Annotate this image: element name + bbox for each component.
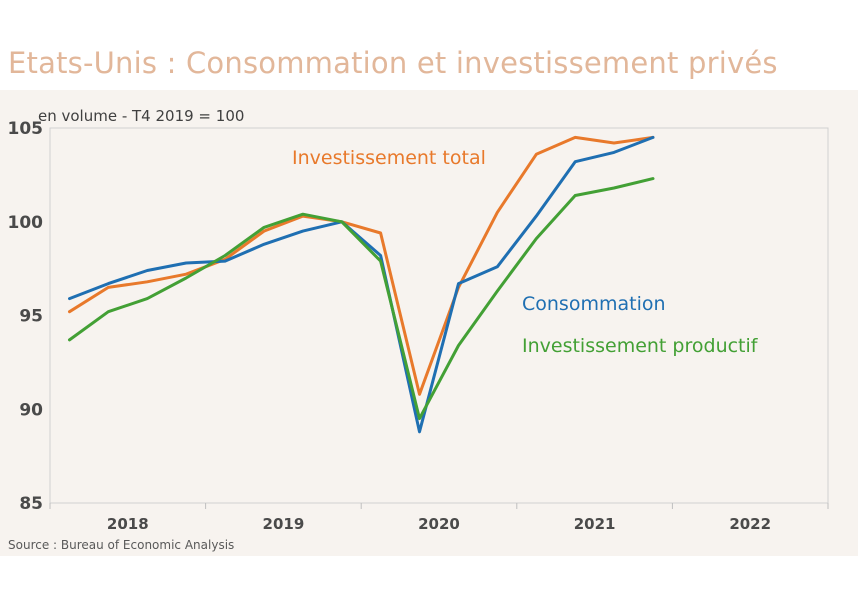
series-lines	[68, 135, 655, 434]
page-title: Etats-Unis : Consommation et investissem…	[8, 46, 778, 80]
x-tick-label: 2020	[418, 515, 460, 533]
plot-area	[49, 127, 829, 504]
y-tick-label: 105	[8, 119, 44, 139]
y-tick-label: 85	[19, 494, 43, 514]
y-tick-label: 90	[19, 400, 43, 420]
source-note: Source : Bureau of Economic Analysis	[8, 538, 234, 552]
x-tick-label: 2021	[574, 515, 616, 533]
line-chart: en volume - T4 2019 = 100 85 90 95 100 105 2…	[8, 107, 829, 552]
label-consommation: Consommation	[522, 293, 666, 315]
y-axis: 85 90 95 100 105	[8, 119, 44, 514]
x-axis: 2018 2019 2020 2021 2022	[49, 503, 829, 533]
series-line-investissement-total	[68, 135, 655, 396]
x-tick-label: 2019	[263, 515, 305, 533]
label-investissement-total: Investissement total	[292, 147, 486, 169]
series-line-investissement-productif	[68, 177, 655, 421]
chart-panel: en volume - T4 2019 = 100 85 90 95 100 105 2…	[0, 90, 858, 556]
x-tick-label: 2022	[729, 515, 771, 533]
label-investissement-productif: Investissement productif	[522, 335, 759, 357]
chart-subtitle: en volume - T4 2019 = 100	[38, 107, 244, 125]
x-tick-label: 2018	[107, 515, 149, 533]
series-line-consommation	[68, 135, 655, 434]
y-tick-label: 95	[19, 307, 43, 327]
y-tick-label: 100	[8, 213, 44, 233]
